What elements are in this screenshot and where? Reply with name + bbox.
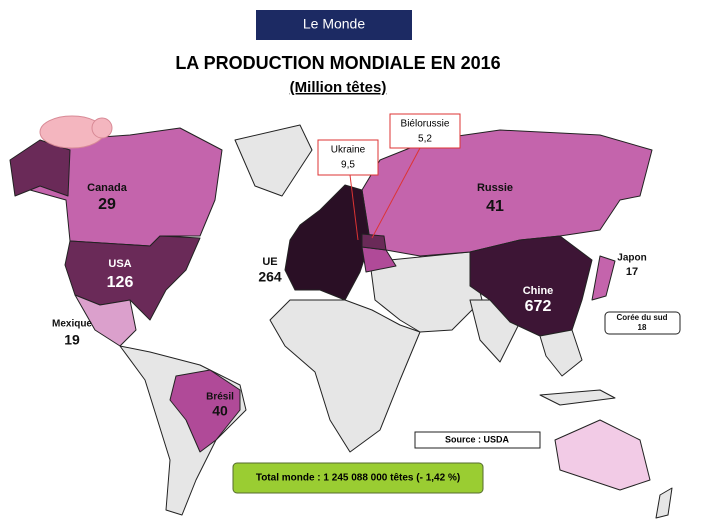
callout-name: Biélorussie [401, 119, 450, 130]
alaska [9, 139, 71, 197]
mexico [74, 294, 137, 347]
indonesia [539, 389, 616, 406]
header-box [256, 10, 412, 40]
region-name: USA [108, 258, 131, 270]
region-value: 126 [107, 274, 134, 291]
southeast-asia [539, 329, 583, 377]
region-name: UE [262, 256, 277, 268]
title: LA PRODUCTION MONDIALE EN 2016 [175, 53, 500, 73]
region-name: Russie [477, 182, 513, 194]
region-value: 19 [64, 332, 80, 348]
region-name: Brésil [206, 392, 234, 403]
region-value: 264 [258, 269, 282, 285]
region-name: Corée du sud [616, 313, 667, 322]
japan [591, 255, 616, 301]
australia [554, 419, 651, 491]
region-value: 18 [638, 323, 647, 332]
source-box [414, 431, 541, 449]
region-value: 41 [486, 198, 504, 215]
callout-box [389, 113, 461, 149]
region-name: Japon [617, 253, 646, 264]
belarus [361, 233, 387, 251]
eu [284, 184, 371, 301]
callout-name: Ukraine [331, 145, 366, 156]
usa [64, 235, 201, 321]
brazil [169, 369, 241, 453]
region-value: 29 [98, 196, 116, 213]
pig-head [91, 117, 113, 139]
region-name: Chine [523, 285, 554, 297]
subtitle: (Million têtes) [290, 79, 387, 96]
callout-value: 5,2 [418, 134, 432, 145]
new-zealand [655, 487, 673, 519]
callout-box [317, 139, 379, 176]
callout-value: 9,5 [341, 160, 355, 171]
region-name: Canada [87, 182, 128, 194]
canada [19, 127, 223, 247]
russia [361, 129, 653, 257]
region-value: 40 [212, 403, 228, 419]
callout-line [371, 147, 421, 239]
korea-box [604, 311, 681, 335]
header-title: Le Monde [303, 16, 365, 32]
source: Source : USDA [445, 434, 510, 444]
africa [269, 299, 421, 453]
south-america [119, 345, 247, 516]
region-value: 672 [525, 298, 552, 315]
greenland [234, 124, 313, 197]
callout-line [349, 174, 359, 241]
world-map [9, 124, 673, 519]
region-value: 17 [626, 266, 638, 278]
total-box [232, 462, 484, 494]
pig [39, 115, 113, 149]
region-name: Mexique [52, 319, 92, 330]
total: Total monde : 1 245 088 000 têtes (- 1,4… [256, 473, 460, 484]
